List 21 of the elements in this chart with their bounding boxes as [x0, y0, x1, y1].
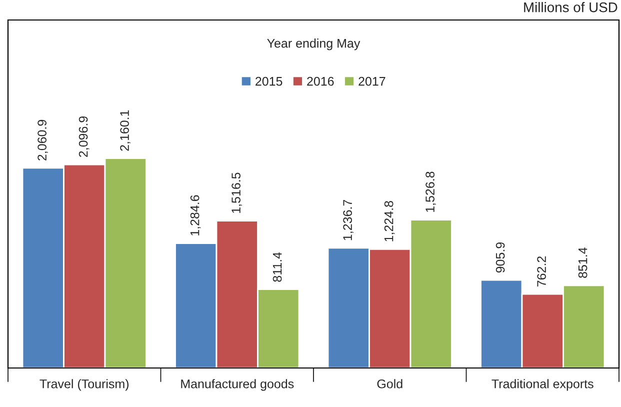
legend-label: 2015 — [256, 76, 282, 86]
data-label: 811.4 — [272, 252, 282, 282]
data-label: 2,096.9 — [78, 116, 90, 157]
legend-label: 2016 — [307, 76, 334, 86]
legend-label: 2017 — [358, 76, 386, 86]
chart-title: Year ending May — [267, 38, 360, 50]
x-tick-label: Manufactured goods — [181, 379, 294, 391]
text: Millions of USD — [524, 2, 618, 12]
data-label: 1,516.5 — [232, 172, 242, 213]
data-label: 762.2 — [537, 256, 546, 286]
data-label: 1,526.8 — [426, 172, 436, 212]
x-tick-label: Gold — [377, 379, 402, 388]
x-tick-label: Travel (Tourism) — [40, 379, 129, 391]
data-label: 1,284.6 — [190, 195, 201, 236]
data-label: 851.4 — [578, 248, 588, 278]
data-label: 2,060.9 — [38, 120, 48, 160]
data-label: 2,160.1 — [120, 110, 130, 151]
data-label: 1,236.7 — [343, 200, 354, 240]
x-tick-label: Traditional exports — [492, 379, 594, 391]
data-label: 905.9 — [496, 242, 505, 273]
data-label: 1,224.8 — [384, 201, 395, 242]
